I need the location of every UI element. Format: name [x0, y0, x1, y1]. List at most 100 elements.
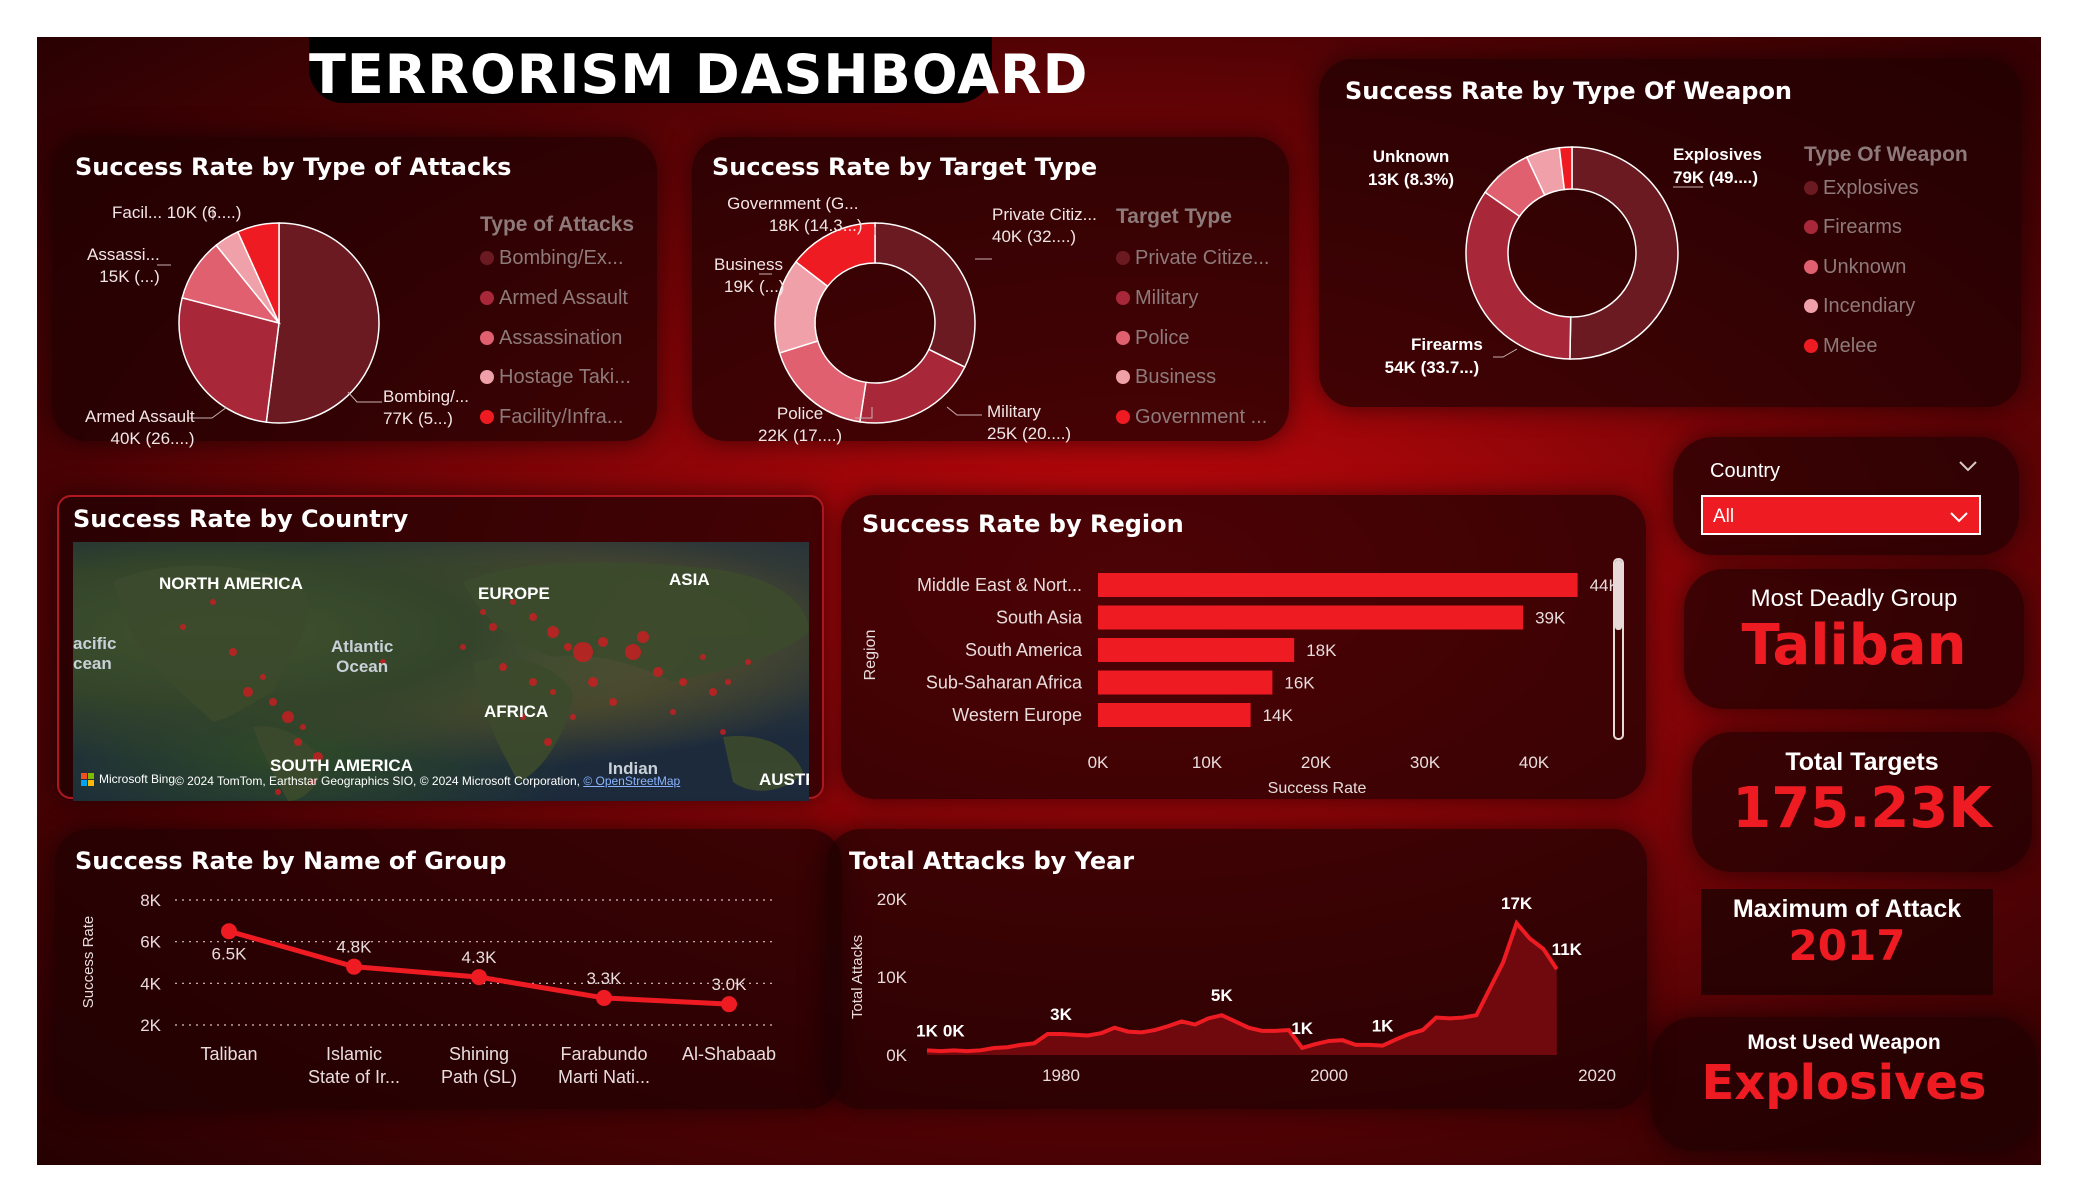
year-point-label: 3K	[1050, 1005, 1072, 1024]
target-slice-0	[874, 222, 976, 369]
kpi-max-attack-value: 2017	[1788, 921, 1906, 970]
target-legend-item[interactable]: Military	[1116, 287, 1198, 310]
attacks-legend-item[interactable]: Armed Assault	[480, 287, 628, 310]
chevron-down-icon[interactable]	[1958, 458, 1978, 477]
group-value-label: 3.3K	[587, 969, 623, 988]
year-xtick: 2000	[1310, 1066, 1348, 1085]
region-xtick: 10K	[1192, 753, 1223, 772]
group-category-label: Marti Nati...	[558, 1067, 650, 1087]
group-point	[346, 958, 362, 975]
weapon-legend-item[interactable]: Unknown	[1804, 256, 1906, 279]
target-legend-item[interactable]: Government ...	[1116, 406, 1267, 429]
kpi-total-targets: Total Targets 175.23K	[1692, 732, 2032, 872]
map-incident-dot	[637, 631, 649, 643]
attacks-legend-title: Type of Attacks	[480, 213, 635, 236]
weapon-slice-0	[1569, 146, 1679, 360]
weapon-legend-item[interactable]: Explosives	[1804, 177, 1919, 200]
region-ylabel: Region	[862, 630, 879, 681]
weapon-legend-item[interactable]: Melee	[1804, 335, 1877, 358]
bing-logo	[81, 772, 95, 791]
map-incident-dot	[269, 698, 277, 706]
map-incident-dot	[300, 724, 306, 730]
group-point	[721, 996, 737, 1013]
region-bar	[1098, 703, 1251, 727]
weapon-legend-item[interactable]: Firearms	[1804, 216, 1902, 239]
group-category-label: Al-Shabaab	[682, 1044, 776, 1064]
attacks-label-bombing: Bombing/... 77K (5...)	[383, 387, 469, 428]
region-bar	[1098, 670, 1273, 695]
group-point	[221, 923, 237, 940]
kpi-max-attack: Maximum of Attack 2017	[1701, 889, 1993, 995]
group-value-label: 6.5K	[212, 944, 248, 963]
map-incident-dot	[679, 678, 687, 686]
group-ytick: 4K	[140, 974, 161, 993]
group-category-label: Shining	[449, 1044, 509, 1064]
region-value-label: 14K	[1263, 706, 1294, 725]
region-xtick: 30K	[1410, 753, 1441, 772]
target-legend-title: Target Type	[1116, 205, 1232, 228]
kpi-total-targets-title: Total Targets	[1785, 748, 1939, 776]
map-incident-dot	[745, 659, 751, 665]
group-category-label: Islamic	[326, 1044, 382, 1064]
map-incident-dot	[275, 789, 281, 795]
map-label-south-america: SOUTH AMERICA	[270, 756, 413, 775]
region-xtick: 0K	[1088, 753, 1109, 772]
weapon-legend-item[interactable]: Incendiary	[1804, 295, 1915, 318]
map-label-europe: EUROPE	[478, 584, 550, 603]
map-incident-dot	[499, 663, 507, 671]
region-bar	[1098, 638, 1295, 662]
region-xlabel: Success Rate	[1268, 780, 1367, 797]
attacks-legend-item[interactable]: Bombing/Ex...	[480, 247, 624, 270]
map-incident-dot	[700, 654, 706, 660]
region-scrollbar-thumb	[1615, 560, 1622, 630]
region-value-label: 44K	[1590, 576, 1621, 595]
weapon-slice-1	[1465, 191, 1572, 360]
map-incident-dot	[229, 648, 237, 656]
year-area-chart: 0K 10K 20K 1980 2000 2020 Total Attacks 1K 0K 3K 5…	[849, 890, 1616, 1085]
map-label-indian: Indian	[608, 759, 659, 778]
attacks-title: Success Rate by Type of Attacks	[75, 153, 512, 181]
region-bar	[1098, 605, 1524, 630]
year-ytick: 0K	[886, 1046, 907, 1065]
world-map[interactable]: NORTH AMERICA EUROPE ASIA AFRICA SOUTH A…	[73, 542, 809, 801]
map-incident-dot	[243, 687, 253, 697]
attacks-slice-0	[265, 222, 380, 424]
country-filter-label: Country	[1710, 460, 1781, 482]
group-ytick: 6K	[140, 933, 161, 952]
map-label-asia: ASIA	[669, 570, 710, 589]
kpi-used-weapon: Most Used Weapon Explosives	[1651, 1017, 2037, 1151]
attacks-legend-item[interactable]: Assassination	[480, 327, 622, 350]
osm-link[interactable]: © OpenStreetMap	[583, 774, 681, 788]
map-incident-dot	[520, 714, 526, 720]
map-incident-dot	[310, 779, 316, 785]
region-category-label: South America	[965, 640, 1083, 660]
weapon-label-explosives: Explosives 79K (49....)	[1673, 145, 1762, 187]
select-chevron-icon	[1949, 509, 1969, 528]
region-value-label: 39K	[1535, 609, 1566, 628]
group-point	[471, 969, 487, 986]
map-label-north-america: NORTH AMERICA	[159, 574, 303, 593]
weapon-donut	[1465, 146, 1703, 360]
year-area-fill	[927, 923, 1557, 1055]
attacks-legend-item[interactable]: Facility/Infra...	[480, 406, 623, 429]
year-point-label: 11K	[1552, 940, 1583, 959]
country-select[interactable]: All	[1701, 495, 1981, 535]
group-value-label: 3.0K	[712, 975, 748, 994]
group-ytick: 8K	[140, 891, 161, 910]
map-title: Success Rate by Country	[73, 505, 409, 533]
target-legend-item[interactable]: Police	[1116, 327, 1189, 350]
map-incident-dot	[564, 643, 572, 651]
target-donut	[759, 222, 992, 424]
attacks-legend-item[interactable]: Hostage Taki...	[480, 366, 631, 389]
attacks-label-assassination: Assassi... 15K (...)	[87, 245, 160, 286]
map-incident-dot	[573, 642, 593, 662]
map-incident-dot	[380, 659, 386, 665]
map-incident-dot	[180, 624, 186, 630]
target-legend-item[interactable]: Private Citize...	[1116, 247, 1269, 270]
group-ylabel: Success Rate	[80, 916, 97, 1009]
target-legend-item[interactable]: Business	[1116, 366, 1216, 389]
year-ytick: 10K	[877, 968, 908, 987]
year-point-label: 0K	[943, 1021, 965, 1040]
attacks-slice-4	[236, 222, 280, 324]
map-incident-dot	[609, 698, 617, 706]
